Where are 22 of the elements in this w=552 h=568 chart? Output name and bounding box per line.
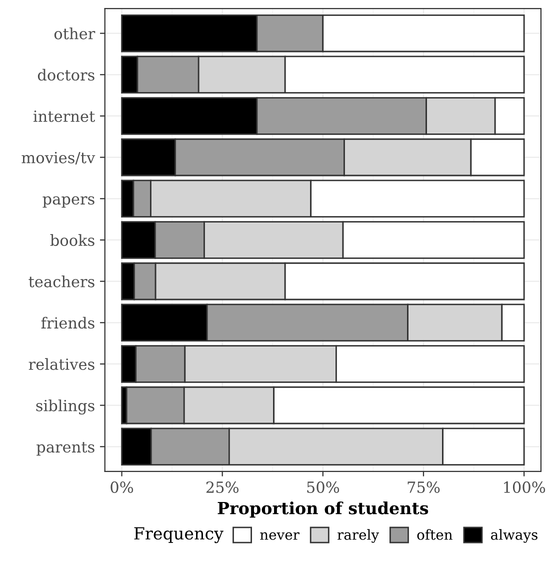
x-tick-label: 0% [110, 481, 134, 493]
y-tick-label: internet [33, 110, 96, 122]
x-tick-label: 50% [307, 481, 340, 493]
legend-label: rarely [338, 529, 380, 543]
y-tick-label: papers [42, 196, 94, 208]
legend-label: often [417, 529, 452, 540]
y-tick-label: movies/tv [22, 152, 96, 165]
legend-label: always [491, 529, 538, 543]
legend-title: Frequency [134, 527, 224, 544]
y-tick-label: parents [36, 442, 94, 456]
x-tick-label: 75% [408, 481, 440, 493]
x-axis-title: Proportion of students [218, 502, 428, 518]
y-tick-label: teachers [28, 276, 94, 288]
y-tick-label: other [54, 28, 96, 40]
y-tick-label: siblings [36, 400, 94, 415]
x-tick-label: 100% [504, 481, 546, 493]
y-tick-label: relatives [28, 358, 94, 370]
y-tick-label: doctors [38, 68, 94, 81]
legend-label: never [260, 532, 300, 540]
y-tick-label: friends [41, 316, 94, 329]
x-tick-label: 25% [206, 481, 238, 493]
y-tick-label: books [50, 234, 94, 246]
